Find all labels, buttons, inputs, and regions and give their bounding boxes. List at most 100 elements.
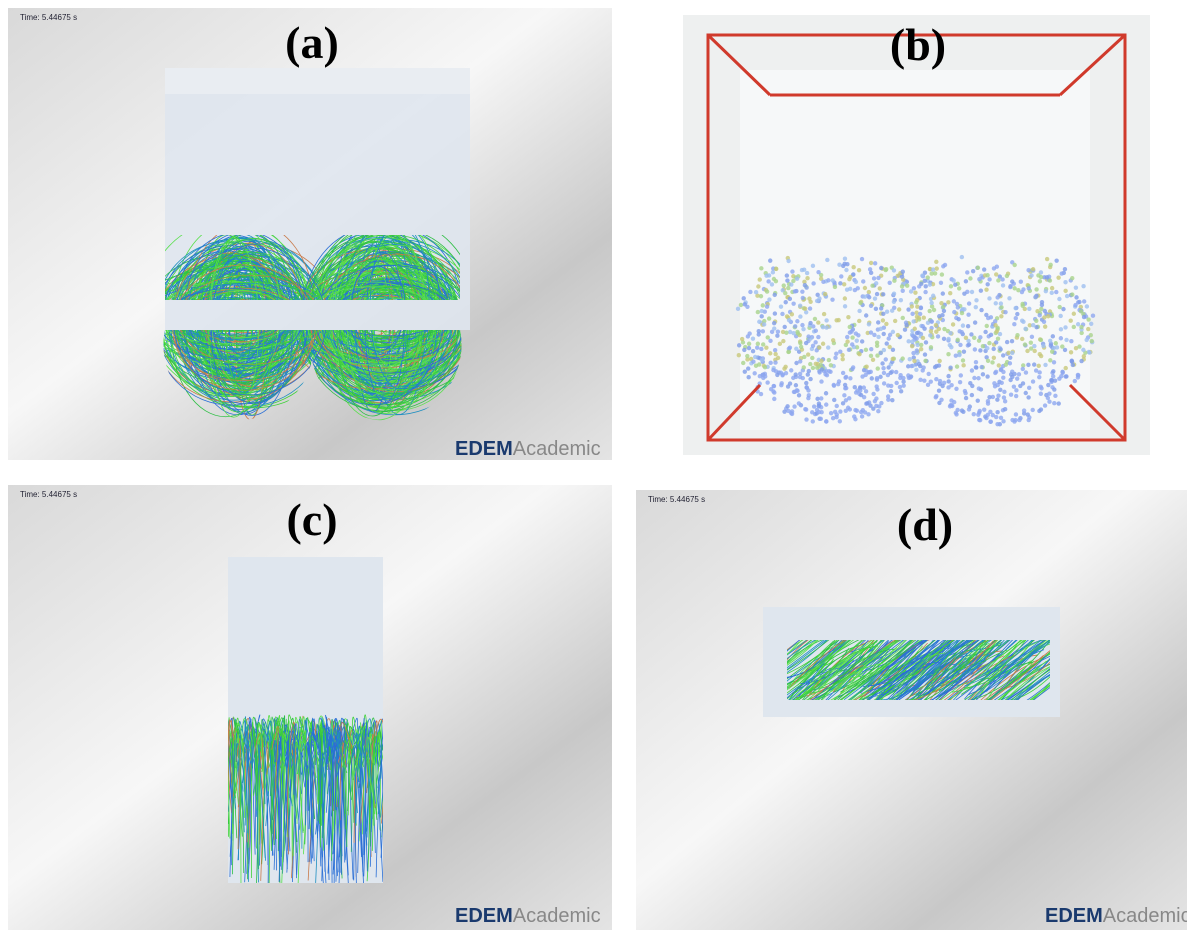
strand xyxy=(969,392,975,398)
strand xyxy=(1006,350,1011,356)
strand xyxy=(883,357,888,362)
strand xyxy=(866,640,941,692)
strand xyxy=(988,640,1046,683)
strand xyxy=(977,418,983,423)
strand xyxy=(874,291,880,297)
strand xyxy=(937,314,942,319)
strand xyxy=(1011,676,1050,700)
strand xyxy=(969,289,975,295)
strand xyxy=(888,640,929,675)
strand xyxy=(991,266,997,271)
strand xyxy=(1058,336,1064,341)
strand xyxy=(990,663,1038,700)
strand xyxy=(1043,362,1048,368)
strand xyxy=(1038,407,1044,412)
strand xyxy=(1052,401,1057,406)
strand xyxy=(983,329,988,335)
strand xyxy=(281,737,295,870)
strand xyxy=(804,417,809,422)
strand xyxy=(850,342,855,347)
strand xyxy=(791,331,796,336)
strand xyxy=(234,722,243,805)
strand xyxy=(893,369,899,375)
strand xyxy=(819,379,824,384)
strand xyxy=(782,324,787,330)
strand xyxy=(272,736,279,766)
strand xyxy=(1075,322,1081,327)
strand xyxy=(344,731,352,861)
strand xyxy=(1002,407,1008,412)
strand xyxy=(846,314,851,320)
strand xyxy=(918,363,923,369)
strand xyxy=(1012,286,1017,291)
strand xyxy=(374,719,383,824)
strand xyxy=(788,640,847,690)
trajectories xyxy=(787,640,1050,700)
strand xyxy=(961,349,967,354)
strand xyxy=(833,355,838,361)
strand xyxy=(271,738,281,856)
strand xyxy=(941,336,947,342)
strand xyxy=(848,376,853,381)
strand xyxy=(970,268,976,274)
strand xyxy=(906,339,911,344)
strand xyxy=(761,342,766,347)
strand xyxy=(304,743,314,864)
strand xyxy=(308,731,322,862)
strand xyxy=(920,335,926,341)
strand xyxy=(861,640,912,673)
strand xyxy=(863,313,869,318)
strand xyxy=(1030,379,1036,384)
strand xyxy=(281,736,287,808)
strand xyxy=(906,307,911,312)
strand xyxy=(874,376,880,381)
strand xyxy=(791,301,796,306)
strand xyxy=(995,295,1000,300)
strand xyxy=(985,374,990,379)
strand xyxy=(958,373,964,378)
strand xyxy=(1090,313,1096,318)
strand xyxy=(260,730,265,788)
strand xyxy=(1005,640,1048,674)
strand xyxy=(894,657,950,700)
strand xyxy=(335,722,343,879)
strand xyxy=(1070,292,1075,297)
strand xyxy=(828,363,834,368)
strand xyxy=(821,662,884,700)
strand xyxy=(899,274,905,279)
strand xyxy=(913,290,918,295)
logo-bold: EDEM xyxy=(455,438,513,460)
strand xyxy=(830,297,835,302)
strand xyxy=(755,345,760,350)
strand xyxy=(984,355,989,360)
strand xyxy=(999,367,1004,372)
strand xyxy=(751,359,756,364)
strand xyxy=(764,304,770,309)
strand xyxy=(1070,275,1075,281)
strand xyxy=(972,375,977,381)
strand xyxy=(931,307,937,313)
strand xyxy=(901,375,906,381)
strand xyxy=(816,320,821,325)
strand xyxy=(848,274,853,280)
strand xyxy=(256,724,268,847)
strand xyxy=(971,412,976,417)
strand xyxy=(807,306,813,311)
strand xyxy=(863,389,869,394)
strand xyxy=(917,640,969,684)
strand xyxy=(786,258,791,264)
strand xyxy=(869,346,874,352)
strand xyxy=(750,336,756,341)
strand xyxy=(1063,288,1068,294)
strand xyxy=(789,312,795,317)
strand xyxy=(808,361,813,367)
strand xyxy=(878,326,884,332)
strand xyxy=(900,315,905,321)
strand xyxy=(956,317,961,322)
strand xyxy=(785,404,790,409)
strand xyxy=(929,319,934,324)
strand xyxy=(745,334,751,339)
strand xyxy=(976,386,982,391)
strand xyxy=(857,351,862,357)
strand xyxy=(798,359,803,364)
